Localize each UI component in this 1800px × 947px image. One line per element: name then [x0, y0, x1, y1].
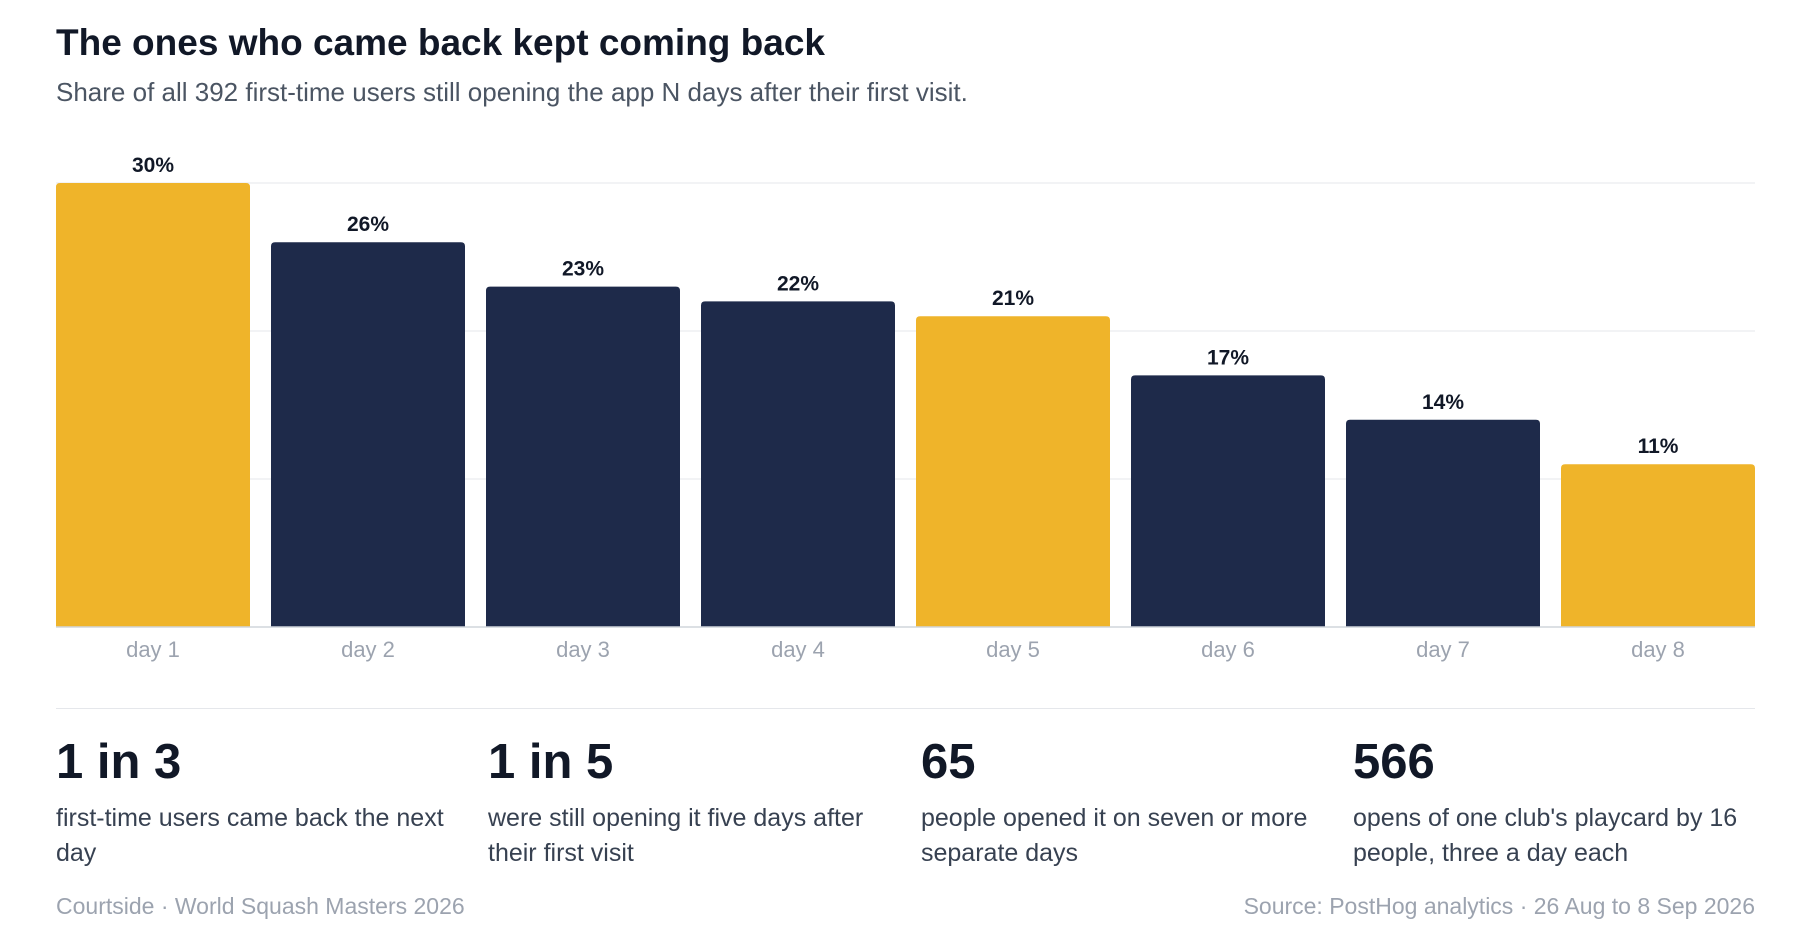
x-tick-label: day 8 — [1631, 637, 1685, 662]
bar-value-label: 22% — [777, 272, 819, 295]
stat-value: 65 — [921, 735, 976, 789]
stat-description: people opened it on seven or more separa… — [921, 804, 1308, 867]
stat-value: 1 in 3 — [56, 735, 182, 789]
x-tick-label: day 7 — [1416, 637, 1470, 662]
bar-chart: 30% day 1 26% day 2 23% day 3 22% day 4 21% day 5… — [56, 154, 1755, 662]
x-tick-label: day 1 — [126, 637, 180, 662]
x-tick-label: day 2 — [341, 637, 395, 662]
stat-description: opens of one club's playcard by 16 peopl… — [1353, 804, 1738, 867]
bar-value-label: 21% — [992, 287, 1034, 310]
divider — [56, 708, 1755, 709]
stat-next-day: 1 in 3 first-time users came back the ne… — [56, 738, 456, 871]
stat-description: were still opening it five days after th… — [488, 804, 864, 867]
bar — [1561, 464, 1755, 627]
bar — [486, 286, 680, 627]
bar-value-label: 30% — [132, 154, 174, 177]
x-tick-label: day 4 — [771, 637, 825, 662]
footer-source: Source: PostHog analytics · 26 Aug to 8 … — [1243, 893, 1755, 919]
stat-seven-days: 65 people opened it on seven or more sep… — [921, 738, 1321, 871]
bar — [1131, 375, 1325, 627]
stat-day-five: 1 in 5 were still opening it five days a… — [488, 738, 888, 871]
bar-value-label: 17% — [1207, 346, 1249, 369]
chart-subtitle: Share of all 392 first-time users still … — [56, 77, 968, 107]
stat-value: 566 — [1353, 735, 1435, 789]
stat-playcard-opens: 566 opens of one club's playcard by 16 p… — [1353, 738, 1753, 871]
bar-value-label: 26% — [347, 213, 389, 236]
x-tick-label: day 6 — [1201, 637, 1255, 662]
x-tick-label: day 3 — [556, 637, 610, 662]
bar — [916, 316, 1110, 627]
bar — [56, 183, 250, 627]
stat-value: 1 in 5 — [488, 735, 614, 789]
bar — [1346, 419, 1540, 627]
stat-description: first-time users came back the next day — [56, 804, 444, 867]
bar — [701, 301, 895, 627]
bar — [271, 242, 465, 627]
bar-value-label: 11% — [1638, 435, 1679, 458]
bar-value-label: 23% — [562, 258, 604, 281]
bar-value-label: 14% — [1422, 391, 1464, 414]
chart-title: The ones who came back kept coming back — [56, 22, 826, 63]
x-tick-label: day 5 — [986, 637, 1040, 662]
footer-credit: Courtside · World Squash Masters 2026 — [56, 893, 465, 919]
